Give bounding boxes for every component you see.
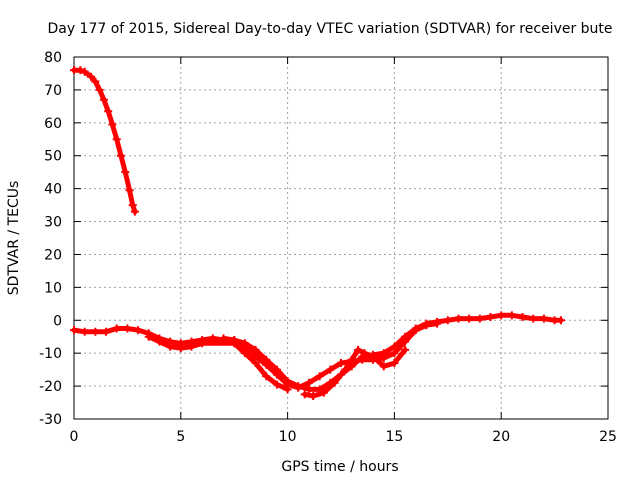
data-point [144, 332, 153, 341]
data-point [176, 344, 185, 353]
x-tick-label: 5 [176, 429, 185, 445]
data-point [240, 349, 249, 358]
y-tick-label: 70 [44, 83, 62, 99]
data-point [354, 345, 363, 354]
data-point [379, 354, 388, 363]
data-point [91, 327, 100, 336]
data-point [337, 359, 345, 368]
data-point [108, 120, 117, 129]
data-point [557, 316, 566, 325]
data-point [341, 365, 350, 374]
data-point [507, 311, 516, 320]
y-tick-label: 80 [44, 50, 62, 66]
x-axis-label: GPS time / hours [281, 459, 398, 475]
data-point [128, 201, 137, 210]
data-point [300, 390, 309, 399]
data-point [198, 339, 207, 348]
data-point [309, 391, 318, 400]
data-point [315, 372, 324, 381]
data-point [121, 168, 130, 177]
data-point [123, 324, 132, 333]
chart-title: Day 177 of 2015, Sidereal Day-to-day VTE… [47, 21, 612, 37]
grid [74, 57, 608, 419]
data-point [80, 327, 89, 336]
x-tick-label: 15 [385, 429, 403, 445]
data-point [319, 388, 328, 397]
data-point [262, 372, 271, 381]
data-point [465, 314, 474, 323]
data-point [272, 380, 281, 389]
data-point [379, 362, 388, 371]
x-tick-label: 10 [279, 429, 297, 445]
x-tick-label: 25 [599, 429, 617, 445]
y-tick-label: 50 [44, 149, 62, 165]
data-point [518, 312, 527, 321]
data-point [326, 365, 335, 374]
data-point [187, 342, 196, 351]
data-point [497, 311, 506, 320]
data-series [70, 66, 566, 400]
y-tick-label: 10 [44, 280, 62, 296]
data-point [166, 342, 175, 351]
y-tick-label: -20 [39, 379, 62, 395]
data-point [251, 359, 260, 368]
data-point [401, 337, 410, 346]
x-tick-label: 0 [70, 429, 79, 445]
data-point [358, 355, 367, 364]
y-tick-label: 0 [53, 313, 62, 329]
data-point [99, 95, 108, 104]
data-point [112, 135, 121, 144]
data-point [262, 360, 271, 369]
data-point [304, 378, 313, 387]
data-point [369, 352, 378, 361]
data-point [272, 370, 281, 379]
data-point [102, 327, 111, 336]
data-point [125, 186, 134, 195]
data-point [539, 314, 548, 323]
y-tick-label: 20 [44, 247, 62, 263]
data-point [454, 314, 463, 323]
data-point [80, 67, 89, 76]
y-tick-label: -10 [39, 346, 62, 362]
data-point [112, 324, 121, 333]
x-tick-label: 20 [492, 429, 510, 445]
y-tick-label: 60 [44, 116, 62, 132]
data-point [70, 326, 78, 335]
data-point [360, 349, 369, 358]
data-point [443, 316, 452, 325]
data-point [230, 339, 239, 348]
data-point [486, 312, 495, 321]
data-point [411, 326, 420, 335]
y-tick-label: -30 [39, 412, 62, 428]
y-axis-label: SDTVAR / TECUs [6, 181, 22, 296]
axis-ticks: 0 5 10 15 20 25 -30 -20 -10 0 10 20 30 40 50 60 70 80 [39, 50, 617, 445]
data-point [76, 66, 85, 75]
data-point [134, 326, 143, 335]
data-point [390, 359, 399, 368]
data-point [116, 151, 125, 160]
data-point [95, 85, 104, 94]
data-point [422, 321, 431, 330]
data-point [155, 337, 164, 346]
plot-area-border [73, 56, 609, 420]
data-point [104, 107, 113, 116]
data-point [529, 314, 538, 323]
data-point [475, 314, 484, 323]
data-point [87, 72, 96, 81]
data-point [294, 383, 303, 392]
data-point [283, 385, 292, 394]
data-point [130, 207, 139, 216]
y-tick-label: 40 [44, 182, 62, 198]
data-point [433, 319, 442, 328]
data-point [330, 378, 339, 387]
data-point [347, 355, 356, 364]
y-tick-label: 30 [44, 215, 62, 231]
data-point [401, 345, 410, 354]
data-point [390, 349, 399, 358]
data-point [91, 77, 100, 86]
